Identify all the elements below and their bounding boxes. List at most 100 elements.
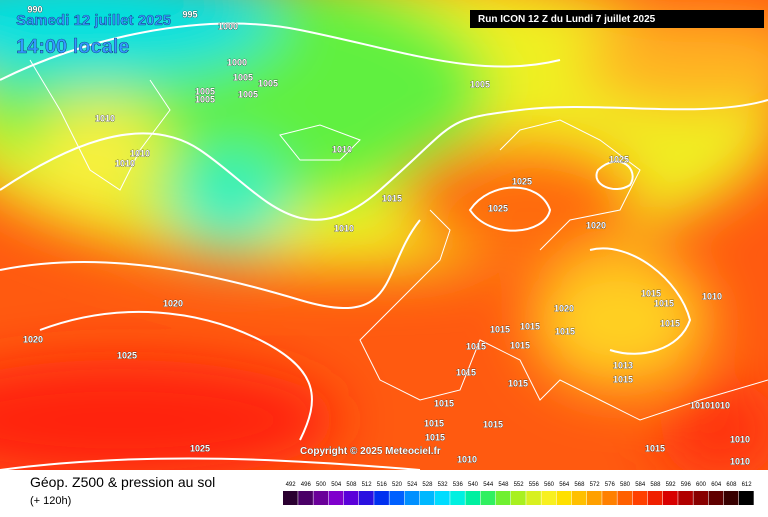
isobar-label: 1015 [425,432,445,442]
scale-label: 604 [711,482,722,488]
isobar-label: 1025 [512,176,532,186]
scale-label: 532 [438,482,449,488]
isobar-label: 1015 [654,298,674,308]
scale-label: 512 [362,482,373,488]
scale-label: 564 [559,482,570,488]
scale-label: 572 [590,482,601,488]
scale-label: 544 [483,482,494,488]
scale-swatch [647,491,663,505]
scale-label: 584 [635,482,646,488]
isobar-label: 1015 [483,419,503,429]
scale-label: 560 [544,482,555,488]
scale-label: 568 [574,482,585,488]
scale-label: 608 [726,482,737,488]
run-label: Run ICON 12 Z du Lundi 7 juillet 2025 [478,14,656,25]
scale-swatch [419,491,435,505]
isobar-label: 1010 [95,113,115,123]
scale-swatch [298,491,313,505]
isobar-label: 1015 [520,321,540,331]
scale-swatch [663,491,678,505]
scale-swatch [283,491,298,505]
isobar-label: 1000 [218,21,238,31]
scale-swatch [602,491,617,505]
isobar-label: 1005 [195,94,215,104]
scale-swatch [526,491,541,505]
isobar-label: 1010 [730,434,750,444]
isobar-label: 1015 [641,288,661,298]
scale-label: 536 [453,482,464,488]
isobar-label: 1015 [508,378,528,388]
scale-swatch [541,491,557,505]
isobar-label: 1015 [434,398,454,408]
scale-label: 556 [529,482,540,488]
scale-label: 580 [620,482,631,488]
scale-swatch [556,491,572,505]
scale-label: 588 [650,482,661,488]
isobar-label: 1015 [510,340,530,350]
isobar-label: 1025 [609,154,629,164]
isobar-label: 1015 [613,374,633,384]
isobar-label: 1015 [660,318,680,328]
time-label: 14:00 locale [16,36,129,58]
scale-swatch [404,491,420,505]
scale-swatch [708,491,724,505]
isobar-label: 1015 [490,324,510,334]
scale-swatch [313,491,329,505]
scale-swatch [389,491,405,505]
isobars [0,22,768,471]
scale-label: 504 [331,482,342,488]
footer-lead: (+ 120h) [30,495,71,507]
isobar-label: 1025 [117,350,137,360]
run-box [470,10,764,28]
isobar-label: 1015 [456,367,476,377]
isobar-label: 1015 [466,341,486,351]
isobar-label: 1020 [163,298,183,308]
scale-swatch [693,491,709,505]
date-label: Samedi 12 juillet 2025 [16,12,171,29]
isobar-label: 1005 [195,86,215,96]
isobar-label: 1020 [23,334,43,344]
isobar-label: 1010 [710,400,730,410]
isobar-label: 1005 [233,72,253,82]
scale-swatch [678,491,693,505]
scale-swatch [723,491,739,505]
isobar-label: 1000 [227,57,247,67]
isobar-label: 1025 [488,203,508,213]
scale-label: 492 [286,482,297,488]
coastlines [29,59,768,421]
isobar-label: 1005 [238,89,258,99]
scale-swatch [359,491,374,505]
isobar-label: 1025 [190,443,210,453]
scale-label: 508 [346,482,357,488]
copyright: Copyright © 2025 Meteociel.fr [300,446,441,457]
isobar-label: 1005 [470,79,490,89]
isobar-label: 1015 [424,418,444,428]
isobar-label: 1020 [554,303,574,313]
scale-swatch [343,491,359,505]
scale-swatch [632,491,648,505]
scale-swatch [374,491,389,505]
isobar-label: 990 [27,4,42,14]
scale-label: 600 [696,482,707,488]
scale-swatch [571,491,587,505]
isobar-label: 1010 [332,144,352,154]
scale-label: 524 [407,482,418,488]
isobar-label: 1010 [690,400,710,410]
isobar-label: 1015 [555,326,575,336]
scale-swatch [465,491,481,505]
isobar-label: 995 [182,9,197,19]
scale-label: 552 [514,482,525,488]
scale-swatch [435,491,450,505]
scale-label: 576 [605,482,616,488]
isobar-label: 1015 [382,193,402,203]
isobar-label: 1015 [645,443,665,453]
scale-swatch [511,491,526,505]
scale-label: 596 [681,482,692,488]
scale-swatch [328,491,344,505]
isobar-label: 1005 [258,78,278,88]
scale-label: 520 [392,482,403,488]
scale-label: 500 [316,482,327,488]
isobar-label: 1010 [334,223,354,233]
isobar-label: 1010 [115,158,135,168]
